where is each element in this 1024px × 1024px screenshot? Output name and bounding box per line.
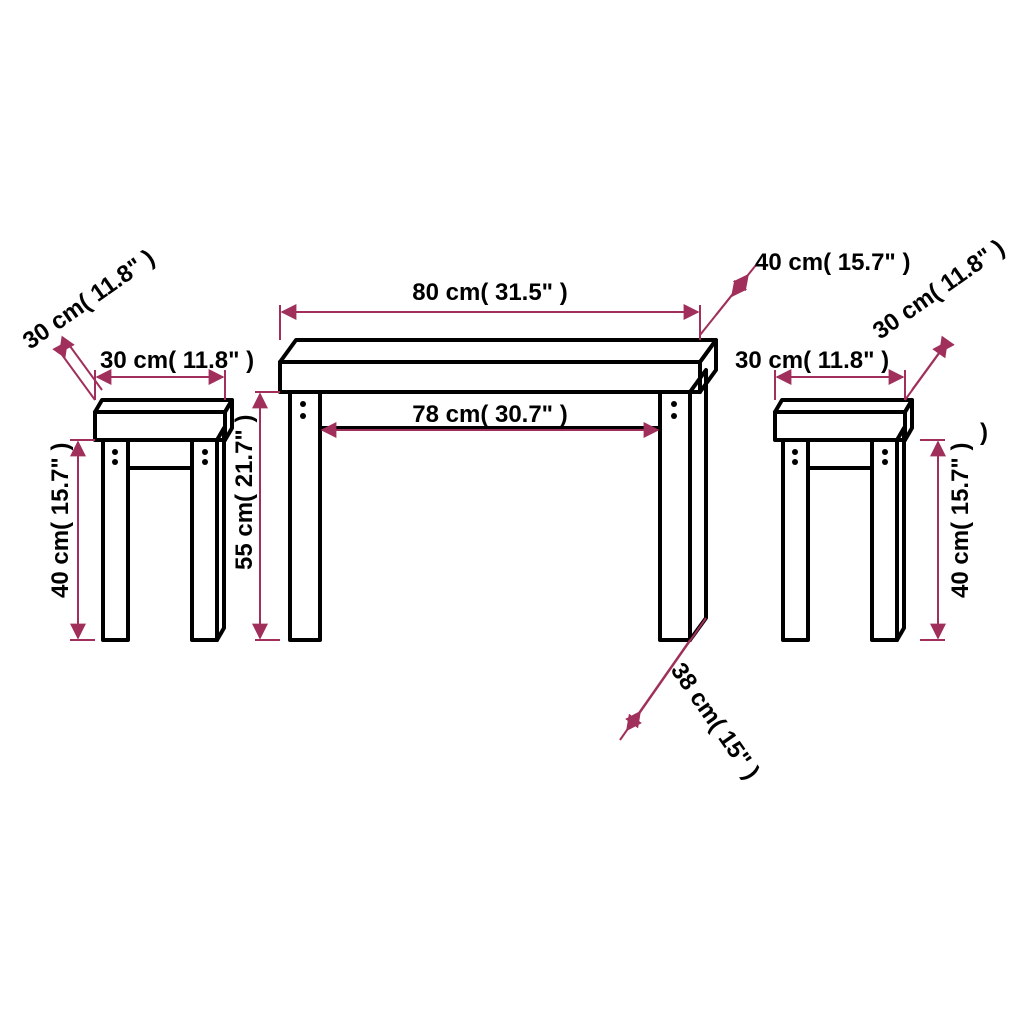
svg-text:38 cm( 15" ): 38 cm( 15" ) <box>665 658 765 784</box>
stool-left <box>95 400 232 640</box>
dim-table-height: 55 cm( 21.7" ) <box>231 392 280 640</box>
dim-unit: ( 15" ) <box>704 714 765 785</box>
dim-unit: ( 30.7" ) <box>480 401 567 428</box>
dim-value: 30 cm <box>868 284 939 345</box>
svg-text:40 cm( 15.7" ): 40 cm( 15.7" ) <box>47 443 74 598</box>
dim-unit: ( 11.8" ) <box>168 347 254 374</box>
svg-text:78 cm( 30.7" ): 78 cm( 30.7" ) <box>412 401 567 428</box>
dim-value: 40 cm <box>755 249 823 276</box>
svg-text:30 cm( 11.8" ): 30 cm( 11.8" ) <box>18 244 160 355</box>
svg-text:80 cm( 31.5" ): 80 cm( 31.5" ) <box>412 279 567 306</box>
dim-value: 80 cm <box>412 279 480 306</box>
dim-value: 40 cm <box>47 530 74 598</box>
stool-right <box>775 400 912 640</box>
svg-text:40 cm( 15.7" ): 40 cm( 15.7" ) <box>755 249 910 276</box>
dim-unit: ( 11.8" ) <box>74 244 160 315</box>
dim-value: 38 cm <box>665 658 726 729</box>
dim-unit: ( 15.7" ) <box>823 249 910 276</box>
dim-unit: ( 11.8" ) <box>803 347 889 374</box>
dim-value: 78 cm <box>412 401 480 428</box>
svg-text:40 cm( 15.7" ): 40 cm( 15.7" ) <box>947 443 974 598</box>
dim-stool-right-height: 40 cm( 15.7" ) <box>920 440 974 640</box>
table <box>280 340 716 640</box>
svg-text:30 cm( 11.8" ): 30 cm( 11.8" ) <box>735 347 889 374</box>
dim-value: 55 cm <box>231 502 258 570</box>
dim-stool-right-width: 30 cm( 11.8" ) <box>735 347 905 400</box>
dim-stool-left-width: 30 cm( 11.8" ) <box>95 347 254 400</box>
dim-unit: ( 21.7" ) <box>231 415 258 502</box>
dim-unit: ( 31.5" ) <box>480 279 567 306</box>
dim-table-width: 80 cm( 31.5" ) <box>280 279 700 340</box>
dim-stool-left-height: 40 cm( 15.7" ) <box>47 440 95 640</box>
dim-unit: ( 15.7" ) <box>947 443 974 530</box>
dim-table-inner-depth: 38 cm( 15" ) <box>620 618 765 784</box>
dim-value: 30 cm <box>735 347 803 374</box>
dim-unit: ( 15.7" ) <box>47 443 74 530</box>
svg-text:): ) <box>980 419 988 446</box>
dim-value: 30 cm <box>18 294 89 355</box>
svg-text:30 cm( 11.8" ): 30 cm( 11.8" ) <box>100 347 254 374</box>
dim-table-inner-width: 78 cm( 30.7" ) <box>322 401 658 430</box>
dim-unit: ( 11.8" ) <box>924 234 1010 305</box>
svg-text:55 cm( 21.7" ): 55 cm( 21.7" ) <box>231 415 258 570</box>
dim-value: 30 cm <box>100 347 168 374</box>
dim-value: 40 cm <box>947 530 974 598</box>
